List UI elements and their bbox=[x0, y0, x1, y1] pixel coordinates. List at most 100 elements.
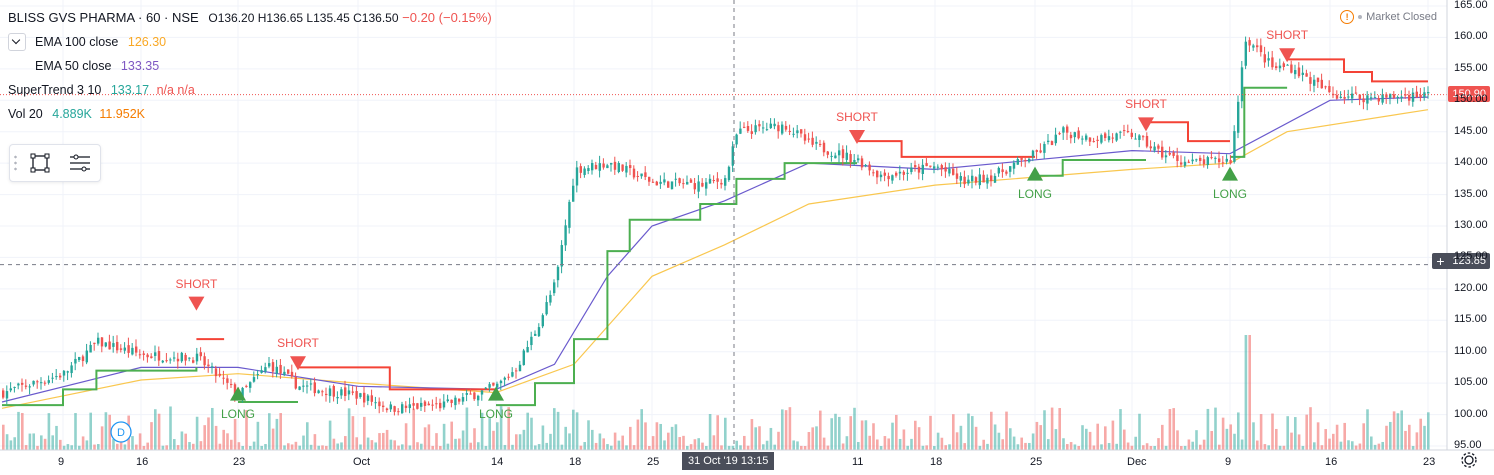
volume-bar bbox=[708, 414, 712, 450]
candle-body bbox=[853, 160, 856, 162]
candle-body bbox=[541, 315, 544, 327]
indicator-ema100[interactable]: EMA 100 close 126.30 bbox=[8, 30, 492, 54]
time-tick-label: 9 bbox=[58, 456, 65, 468]
volume-bar bbox=[663, 440, 666, 450]
volume-bar bbox=[1305, 414, 1308, 450]
volume-bar bbox=[279, 413, 282, 450]
candle-body bbox=[1335, 95, 1339, 99]
candle-body bbox=[1252, 45, 1255, 48]
candle-body bbox=[613, 161, 617, 170]
candle-body bbox=[807, 138, 810, 140]
candle-body bbox=[1180, 162, 1183, 165]
volume-bar bbox=[173, 439, 176, 450]
volume-bar bbox=[465, 407, 469, 450]
volume-bar bbox=[313, 434, 317, 450]
volume-bar bbox=[1176, 430, 1179, 450]
volume-bar bbox=[1210, 430, 1213, 450]
volume-bar bbox=[203, 425, 206, 450]
candle-body bbox=[473, 392, 476, 400]
volume-bar bbox=[686, 445, 689, 450]
volume-bar bbox=[1126, 442, 1130, 450]
indicator-supertrend[interactable]: SuperTrend 3 10 133.17 n/a n/a bbox=[8, 78, 492, 102]
candle-body bbox=[1233, 131, 1236, 162]
volume-bar bbox=[1343, 422, 1346, 450]
volume-bar bbox=[176, 445, 180, 450]
candle-body bbox=[1385, 94, 1388, 98]
indicator-ema50[interactable]: EMA 50 close 133.35 bbox=[8, 54, 492, 78]
candle-body bbox=[40, 382, 43, 384]
volume-bar bbox=[237, 442, 241, 450]
candle-body bbox=[743, 126, 746, 128]
rectangle-tool-icon[interactable] bbox=[27, 150, 53, 176]
candle-body bbox=[1286, 64, 1289, 66]
drawing-toolbar[interactable] bbox=[9, 144, 101, 182]
crosshair-price-badge: +123.85 bbox=[1432, 253, 1490, 269]
volume-bar bbox=[1031, 433, 1035, 450]
candle-body bbox=[138, 354, 142, 356]
volume-bar bbox=[739, 445, 742, 450]
price-tick-label: 135.00 bbox=[1454, 187, 1488, 200]
volume-bar bbox=[1081, 425, 1084, 450]
volume-bar bbox=[1020, 437, 1023, 450]
volume-bar bbox=[955, 432, 959, 450]
plus-icon[interactable]: + bbox=[1436, 253, 1445, 269]
time-tick-label: Dec bbox=[1127, 456, 1147, 468]
collapse-legend-button[interactable] bbox=[8, 32, 26, 51]
candle-body bbox=[1031, 150, 1035, 157]
candle-body bbox=[530, 336, 533, 346]
volume-bar bbox=[146, 442, 149, 450]
candle-body bbox=[294, 376, 297, 389]
symbol-title[interactable]: BLISS GVS PHARMA · 60 · NSE bbox=[8, 10, 199, 25]
candle-body bbox=[716, 178, 719, 182]
volume-bar bbox=[803, 445, 807, 450]
volume-bar bbox=[860, 420, 864, 450]
volume-bar bbox=[1073, 444, 1077, 450]
supertrend-signals bbox=[188, 48, 1296, 401]
volume-bar bbox=[1419, 418, 1422, 450]
settings-gear-icon[interactable] bbox=[1459, 450, 1479, 470]
candle-body bbox=[1328, 86, 1331, 93]
volume-bar bbox=[157, 413, 161, 450]
candle-body bbox=[564, 225, 567, 246]
volume-bar bbox=[724, 417, 727, 450]
volume-bar bbox=[898, 438, 902, 450]
candle-body bbox=[93, 342, 96, 344]
volume-bar bbox=[1134, 436, 1137, 450]
candle-body bbox=[359, 393, 362, 398]
candle-body bbox=[328, 388, 332, 396]
volume-bar bbox=[260, 445, 263, 450]
volume-bar bbox=[13, 437, 16, 450]
candle-body bbox=[830, 155, 833, 157]
drag-handle-icon[interactable] bbox=[14, 154, 17, 172]
candle-body bbox=[245, 385, 248, 387]
candle-body bbox=[788, 130, 791, 132]
candle-body bbox=[990, 175, 993, 182]
volume-bar bbox=[503, 444, 507, 450]
dividend-marker-icon[interactable]: D bbox=[110, 421, 132, 443]
market-status-text: Market Closed bbox=[1366, 10, 1437, 23]
candle-body bbox=[1396, 96, 1399, 98]
volume-bar bbox=[1195, 430, 1198, 450]
volume-bar bbox=[1396, 413, 1400, 450]
candle-body bbox=[336, 397, 339, 399]
candle-body bbox=[484, 387, 487, 389]
long-signal-marker bbox=[1027, 166, 1043, 181]
indicator-volume[interactable]: Vol 20 4.889K 11.952K bbox=[8, 102, 492, 126]
volume-bar bbox=[1324, 429, 1327, 450]
volume-bar bbox=[1028, 442, 1031, 450]
volume-bar bbox=[579, 445, 583, 450]
volume-bar bbox=[727, 445, 731, 450]
menu-lines-icon[interactable] bbox=[67, 150, 93, 176]
candle-body bbox=[62, 370, 66, 376]
candle-body bbox=[1373, 97, 1377, 99]
volume-bar bbox=[659, 423, 662, 450]
candle-body bbox=[1183, 161, 1187, 166]
volume-bar bbox=[929, 415, 932, 450]
volume-bar bbox=[423, 427, 427, 450]
candle-body bbox=[108, 341, 111, 350]
candle-body bbox=[17, 383, 20, 386]
volume-bar bbox=[792, 440, 795, 450]
volume-bar bbox=[1316, 422, 1320, 450]
market-status[interactable]: ! Market Closed bbox=[1340, 10, 1437, 24]
